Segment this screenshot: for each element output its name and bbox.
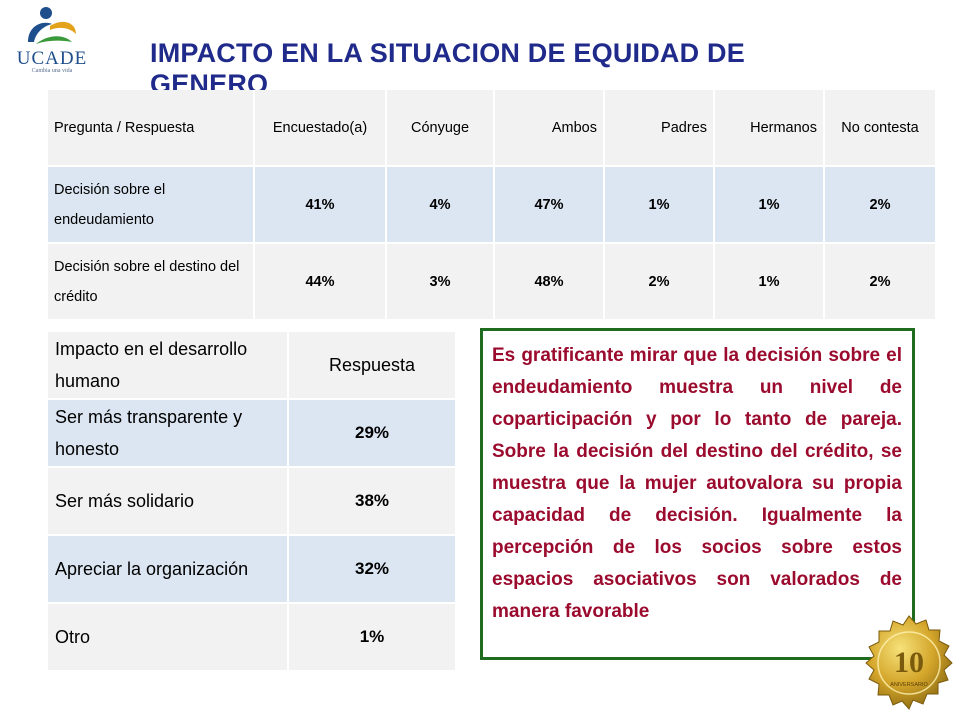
ucade-logo-icon [28,7,76,44]
value-cell: 4% [386,166,495,244]
impact-value: 29% [288,399,457,468]
header-cell: No contesta [824,90,937,167]
impact-value: 38% [288,467,457,536]
header-cell: Pregunta / Respuesta [48,90,255,167]
question-cell: Decisión sobre el destino del crédito [48,243,255,321]
impact-label: Otro [48,603,289,672]
value-cell: 3% [386,243,495,321]
value-cell: 1% [604,166,715,244]
seal-number: 10 [894,646,924,679]
value-cell: 2% [604,243,715,321]
seal-text: ANIVERSARIO [890,682,928,688]
value-cell: 48% [494,243,605,321]
header-cell: Impacto en el desarrollo humano [48,332,289,400]
value-cell: 2% [824,166,937,244]
impact-value: 1% [288,603,457,672]
ucade-logo: UCADE Cambia una vida [6,4,98,78]
table-row: Decisión sobre el endeudamiento 41% 4% 4… [48,166,937,244]
impact-table: Impacto en el desarrollo humano Respuest… [48,332,457,672]
question-cell: Decisión sobre el endeudamiento [48,166,255,244]
header-cell: Ambos [494,90,605,167]
value-cell: 1% [714,243,825,321]
header-cell: Encuestado(a) [254,90,387,167]
impact-label: Ser más transparente y honesto [48,399,289,468]
anniversary-seal-icon: 10 ANIVERSARIO [865,615,953,710]
table-row: Ser más transparente y honesto 29% [48,399,457,468]
table-header-row: Pregunta / Respuesta Encuestado(a) Cónyu… [48,90,937,167]
value-cell: 47% [494,166,605,244]
table-header-row: Impacto en el desarrollo humano Respuest… [48,332,457,400]
decision-table: Pregunta / Respuesta Encuestado(a) Cónyu… [48,90,937,321]
table-row: Apreciar la organización 32% [48,535,457,604]
header-cell: Padres [604,90,715,167]
header-cell: Hermanos [714,90,825,167]
table-row: Otro 1% [48,603,457,672]
logo-name: UCADE [16,48,88,69]
header-cell: Cónyuge [386,90,495,167]
impact-label: Ser más solidario [48,467,289,536]
logo-tagline: Cambia una vida [31,68,73,74]
table-row: Decisión sobre el destino del crédito 44… [48,243,937,321]
header-cell: Respuesta [288,332,457,400]
page-title: IMPACTO EN LA SITUACION DE EQUIDAD DE GE… [150,38,745,99]
value-cell: 44% [254,243,387,321]
table-row: Ser más solidario 38% [48,467,457,536]
conclusion-note: Es gratificante mirar que la decisión so… [480,328,915,660]
impact-value: 32% [288,535,457,604]
value-cell: 2% [824,243,937,321]
value-cell: 1% [714,166,825,244]
impact-label: Apreciar la organización [48,535,289,604]
value-cell: 41% [254,166,387,244]
